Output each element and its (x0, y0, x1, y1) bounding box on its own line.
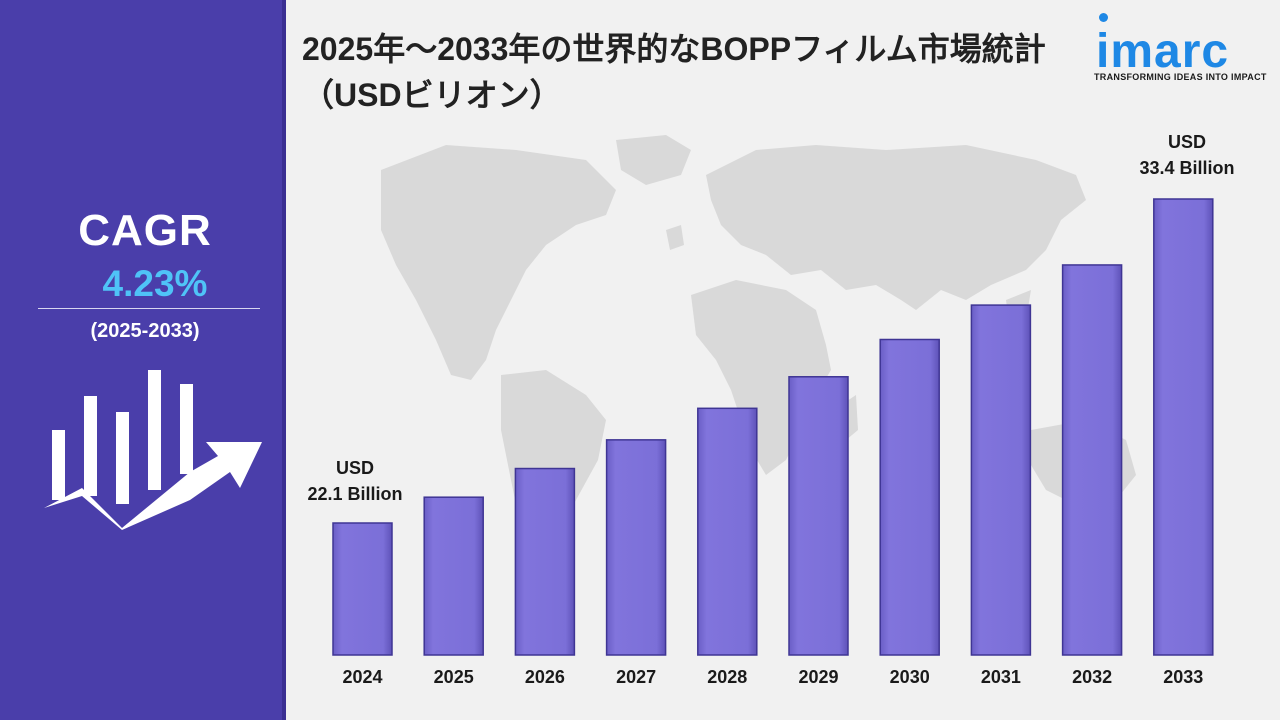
growth-chart-icon (44, 370, 262, 530)
bar-2033 (1153, 198, 1214, 656)
x-tick-label-2032: 2032 (1072, 667, 1112, 687)
last-annotation-value: 33.4 Billion (1139, 158, 1235, 178)
x-tick-label-2024: 2024 (342, 667, 382, 687)
first-annotation-currency: USD (335, 458, 374, 478)
chart-title: 2025年～2033年の世界的なBOPPフィルム市場統計（USDビリオン） (302, 31, 1046, 113)
x-tick-label-2027: 2027 (616, 667, 656, 687)
x-tick-label-2025: 2025 (434, 667, 474, 687)
x-tick-label-2031: 2031 (981, 667, 1021, 687)
logo-tagline: TRANSFORMING IDEAS INTO IMPACT (1094, 72, 1267, 82)
bar-2029 (788, 376, 849, 656)
logo-dot (1099, 13, 1108, 22)
cagr-value: 4.23% (102, 263, 208, 304)
bar-2031 (970, 304, 1032, 656)
cagr-label: CAGR (78, 206, 212, 255)
first-bar-annotation: USD 22.1 Billion (290, 455, 420, 507)
chart-area: 2025年～2033年の世界的なBOPPフィルム市場統計（USDビリオン） im… (286, 0, 1280, 720)
bar-2030 (879, 338, 940, 656)
x-tick-label-2033: 2033 (1163, 667, 1203, 687)
cagr-period: (2025-2033) (90, 320, 200, 342)
x-tick-label-2026: 2026 (525, 667, 565, 687)
bar-2024 (332, 522, 393, 656)
bar-2025 (423, 496, 484, 656)
imarc-logo: imarc TRANSFORMING IDEAS INTO IMPACT (1094, 12, 1266, 90)
bar-2027 (605, 439, 667, 656)
x-tick-label-2030: 2030 (890, 667, 930, 687)
x-tick-label-2028: 2028 (707, 667, 747, 687)
bar-2026 (514, 467, 576, 656)
cagr-divider (38, 308, 260, 309)
last-bar-annotation: USD 33.4 Billion (1122, 129, 1252, 181)
bar-2032 (1061, 264, 1123, 656)
bar-chart: 2024 2025 2026 2027 2028 2029 2030 2031 2032 2033 (332, 198, 1214, 687)
logo-wordmark: imarc (1096, 25, 1230, 78)
last-annotation-currency: USD (1167, 132, 1206, 152)
panel-edge (282, 0, 286, 720)
x-tick-label-2029: 2029 (798, 667, 838, 687)
cagr-panel: CAGR 4.23% (2025-2033) (0, 0, 286, 720)
first-annotation-value: 22.1 Billion (307, 484, 403, 504)
bar-2028 (697, 407, 758, 656)
